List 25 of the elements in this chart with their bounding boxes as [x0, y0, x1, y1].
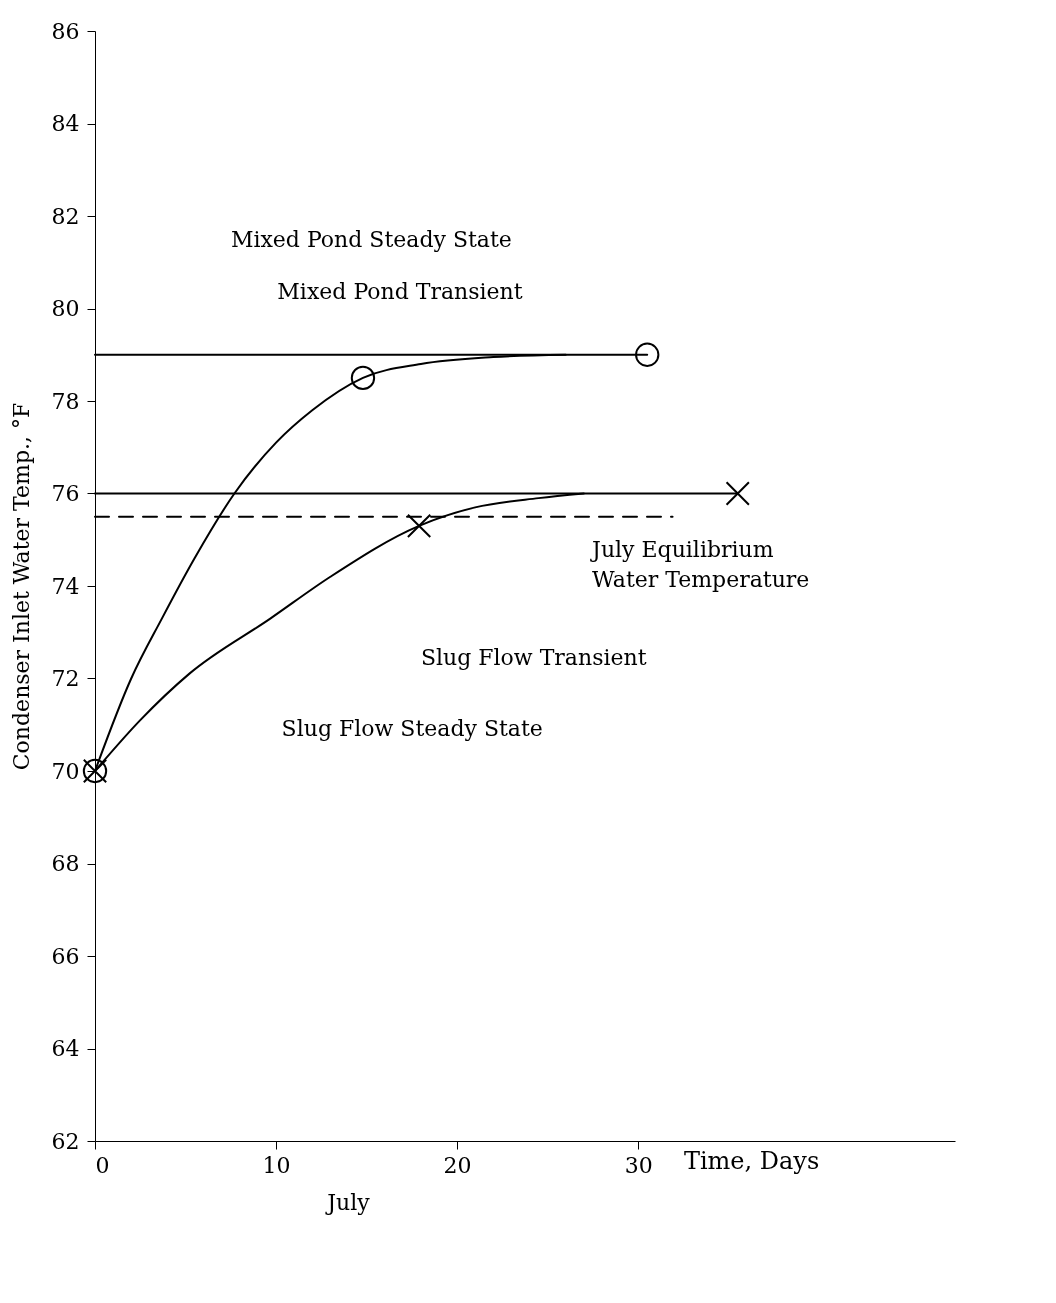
y-tick-label: 86: [51, 18, 80, 44]
y-tick-label: 64: [51, 1036, 80, 1061]
x-tick-label: 10: [262, 1152, 291, 1178]
annotation: Slug Flow Transient: [420, 645, 647, 671]
annotation: Mixed Pond Steady State: [230, 226, 512, 252]
y-tick-label: 82: [51, 203, 80, 229]
y-tick-label: 78: [51, 388, 80, 414]
y-tick-label: 70: [51, 758, 80, 784]
x-axis-title: Time, Days: [683, 1146, 820, 1175]
y-tick-label: 80: [51, 296, 80, 321]
annotation: Mixed Pond Transient: [277, 278, 523, 304]
annotation: July Equilibrium Water Temperature: [590, 537, 810, 593]
x-tick-label: 0: [95, 1152, 110, 1178]
text: July: [325, 1190, 371, 1215]
y-tick-label: 72: [51, 666, 80, 691]
y-tick-label: 62: [51, 1128, 80, 1154]
annotation: Slug Flow Steady State: [281, 716, 543, 742]
y-tick-label: 84: [51, 111, 80, 136]
y-axis-title: Condenser Inlet Water Temp., °F: [8, 402, 34, 771]
y-tick-label: 74: [51, 573, 80, 599]
x-tick-label: 20: [443, 1152, 472, 1178]
y-tick-label: 66: [51, 943, 80, 969]
y-tick-label: 68: [51, 851, 80, 876]
y-tick-label: 76: [51, 481, 80, 506]
x-tick-label: 30: [624, 1152, 653, 1178]
